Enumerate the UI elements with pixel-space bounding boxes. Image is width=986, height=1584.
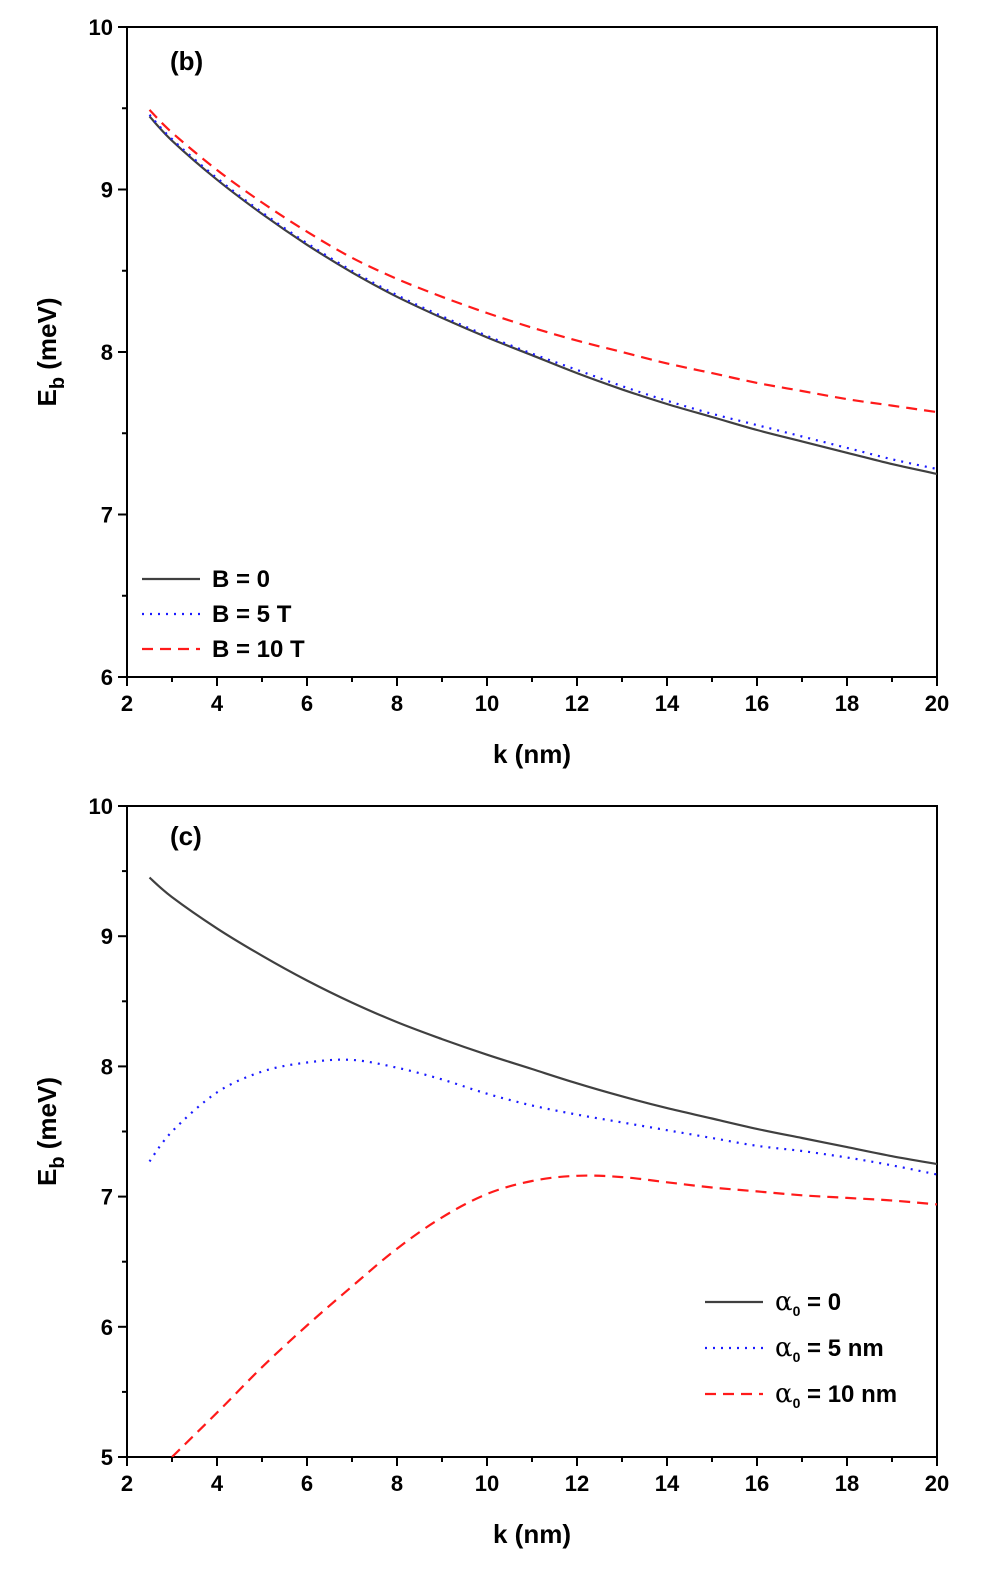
x-tick-label: 14 bbox=[655, 1471, 680, 1496]
x-axis-title: k (nm) bbox=[493, 1519, 571, 1549]
y-axis-title: Eb (meV) bbox=[32, 297, 69, 406]
x-tick-label: 12 bbox=[565, 691, 589, 716]
series-line-0 bbox=[148, 115, 937, 475]
y-tick-label: 8 bbox=[101, 340, 113, 365]
x-tick-label: 10 bbox=[475, 691, 499, 716]
x-tick-label: 6 bbox=[301, 691, 313, 716]
x-tick-label: 20 bbox=[925, 1471, 949, 1496]
x-tick-label: 16 bbox=[745, 1471, 769, 1496]
panel-label: (c) bbox=[170, 821, 202, 851]
legend-label: B = 5 T bbox=[212, 601, 292, 628]
x-tick-label: 12 bbox=[565, 1471, 589, 1496]
x-tick-label: 4 bbox=[211, 691, 224, 716]
x-tick-label: 8 bbox=[391, 691, 403, 716]
series-line-2 bbox=[148, 109, 937, 414]
y-tick-label: 6 bbox=[101, 1315, 113, 1340]
y-tick-label: 9 bbox=[101, 178, 113, 203]
x-tick-label: 2 bbox=[121, 691, 133, 716]
y-tick-label: 7 bbox=[101, 1185, 113, 1210]
y-tick-label: 9 bbox=[101, 924, 113, 949]
y-tick-label: 8 bbox=[101, 1054, 113, 1079]
legend-label: α0 = 0 bbox=[775, 1287, 841, 1319]
y-tick-label: 7 bbox=[101, 503, 113, 528]
x-tick-label: 8 bbox=[391, 1471, 403, 1496]
panel-c: 2 4 6 8 10 12 14 16 18 20 5 6 7 8 9 10 k (nm) Eb (meV) (c)… bbox=[32, 794, 949, 1549]
x-tick-label: 16 bbox=[745, 691, 769, 716]
panel-b: 2 4 6 8 10 12 14 16 18 20 6 7 8 9 10 k (nm) Eb (meV) (b) B… bbox=[32, 15, 949, 769]
legend-label: α0 = 10 nm bbox=[775, 1379, 897, 1411]
x-axis-title: k (nm) bbox=[493, 739, 571, 769]
series-line-2 bbox=[171, 1174, 937, 1457]
y-axis-title: Eb (meV) bbox=[32, 1077, 69, 1186]
y-tick-label: 6 bbox=[101, 665, 113, 690]
legend-label: B = 0 bbox=[212, 566, 270, 593]
x-tick-label: 6 bbox=[301, 1471, 313, 1496]
x-tick-label: 20 bbox=[925, 691, 949, 716]
x-tick-label: 4 bbox=[211, 1471, 224, 1496]
y-tick-label: 10 bbox=[89, 794, 113, 819]
y-tick-label: 10 bbox=[89, 15, 113, 40]
x-tick-label: 2 bbox=[121, 1471, 133, 1496]
x-tick-label: 14 bbox=[655, 691, 680, 716]
series-line-0 bbox=[148, 876, 937, 1166]
legend-label: B = 10 T bbox=[212, 636, 305, 663]
y-tick-label: 5 bbox=[101, 1445, 113, 1470]
panel-label: (b) bbox=[170, 46, 203, 76]
x-tick-label: 18 bbox=[835, 1471, 859, 1496]
series-line-1 bbox=[148, 1058, 937, 1176]
x-tick-label: 18 bbox=[835, 691, 859, 716]
legend-label: α0 = 5 nm bbox=[775, 1333, 884, 1365]
series-line-1 bbox=[148, 113, 937, 471]
x-tick-label: 10 bbox=[475, 1471, 499, 1496]
